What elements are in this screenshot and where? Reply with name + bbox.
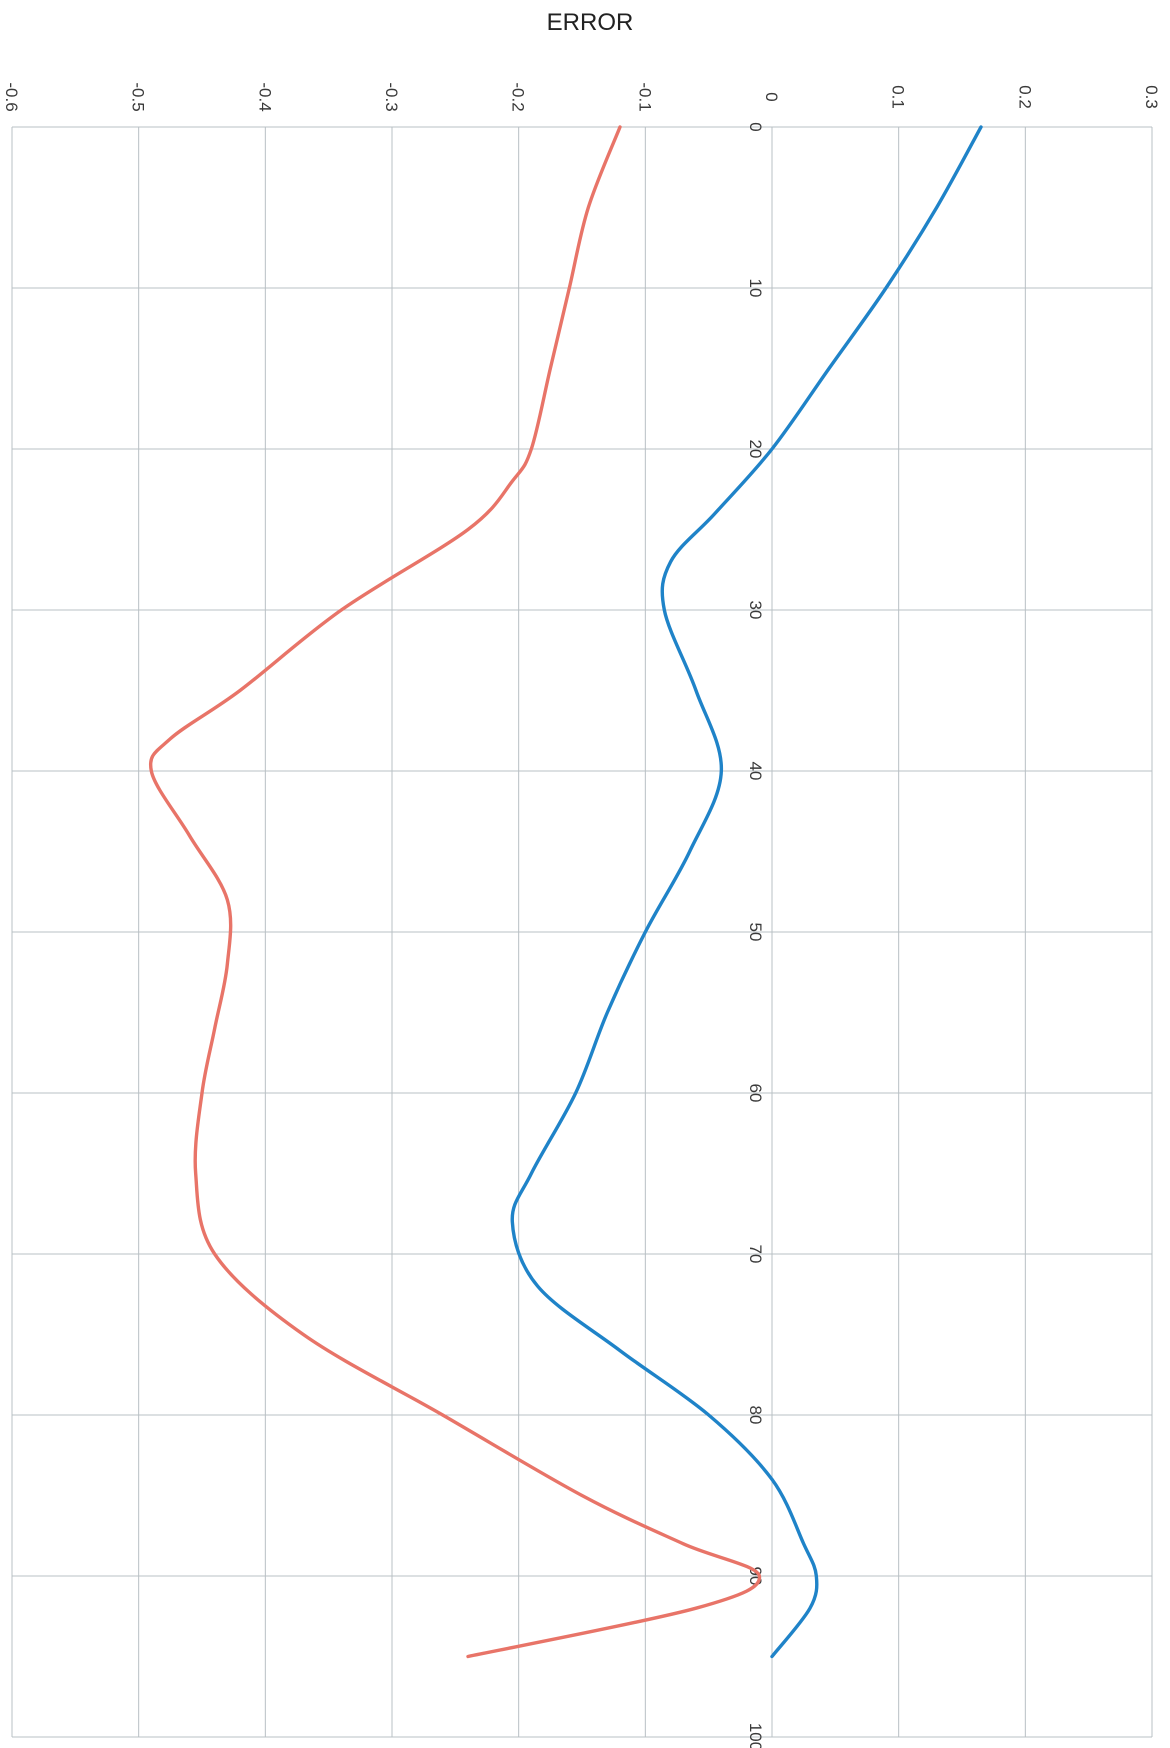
series <box>151 127 981 1657</box>
value-tick-label: 0.2 <box>1015 85 1034 109</box>
index-tick-label: 10 <box>746 279 765 298</box>
value-tick-label: -0.5 <box>129 82 148 111</box>
value-tick-label: -0.3 <box>382 82 401 111</box>
index-tick-label: 60 <box>746 1084 765 1103</box>
index-tick-label: 50 <box>746 923 765 942</box>
index-tick-label: 80 <box>746 1406 765 1425</box>
value-tick-label: -0.1 <box>635 82 654 111</box>
value-tick-label: 0.3 <box>1142 85 1161 109</box>
index-tick-label: 100 <box>746 1723 765 1748</box>
value-tick-label: -0.6 <box>2 82 21 111</box>
index-tick-label: 30 <box>746 601 765 620</box>
index-tick-label: 70 <box>746 1245 765 1264</box>
value-tick-label: -0.4 <box>255 82 274 111</box>
index-tick-label: 40 <box>746 762 765 781</box>
index-tick-label: 20 <box>746 440 765 459</box>
value-axis-ticks: -0.6 -0.5 -0.4 -0.3 -0.2 -0.1 0 0.1 0.2 0.3 <box>2 82 1161 111</box>
index-tick-label: 0 <box>746 122 765 131</box>
value-tick-label: 0.1 <box>889 85 908 109</box>
value-tick-label: 0 <box>762 92 781 101</box>
series-line-1 <box>512 127 981 1657</box>
value-tick-label: -0.2 <box>509 82 528 111</box>
chart-title: ERROR <box>547 9 634 36</box>
